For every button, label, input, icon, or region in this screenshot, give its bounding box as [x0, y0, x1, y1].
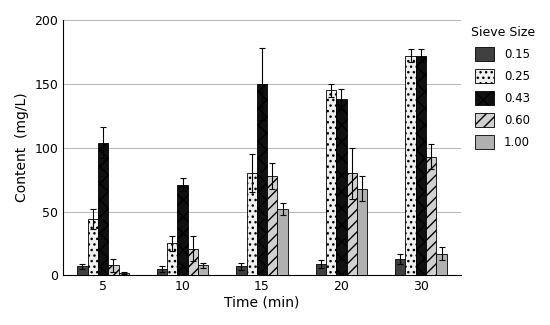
Bar: [98, 143, 108, 275]
Bar: [257, 84, 267, 275]
Bar: [77, 266, 87, 275]
Y-axis label: Content  (mg/L): Content (mg/L): [15, 93, 29, 202]
Bar: [326, 90, 336, 275]
Bar: [108, 265, 119, 275]
Bar: [119, 273, 129, 275]
Bar: [267, 176, 278, 275]
Bar: [188, 249, 198, 275]
Bar: [87, 219, 98, 275]
Bar: [316, 264, 326, 275]
Bar: [416, 56, 426, 275]
Bar: [177, 185, 188, 275]
Bar: [426, 157, 437, 275]
Bar: [198, 265, 208, 275]
Bar: [278, 209, 288, 275]
Bar: [357, 188, 367, 275]
Bar: [405, 56, 416, 275]
Legend: 0.15, 0.25, 0.43, 0.60, 1.00: 0.15, 0.25, 0.43, 0.60, 1.00: [471, 26, 535, 149]
X-axis label: Time (min): Time (min): [224, 296, 300, 310]
Bar: [236, 266, 246, 275]
Bar: [246, 173, 257, 275]
Bar: [395, 259, 405, 275]
Bar: [157, 269, 167, 275]
Bar: [346, 173, 357, 275]
Bar: [437, 254, 447, 275]
Bar: [167, 243, 177, 275]
Bar: [336, 99, 346, 275]
